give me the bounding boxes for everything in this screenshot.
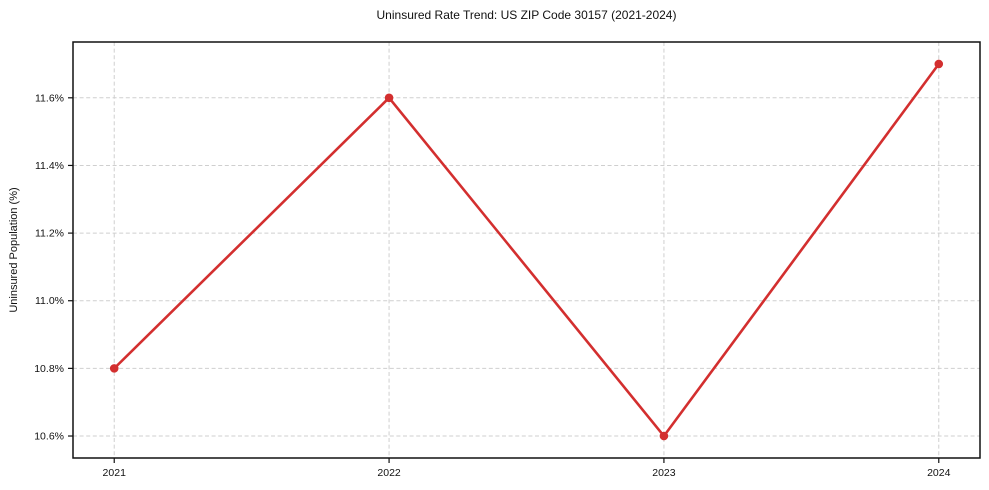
plot-border [72,41,981,459]
x-tick-label: 2021 [103,467,127,479]
data-point-2024 [934,59,944,69]
y-tick-label: 10.6% [34,431,64,443]
y-tick-label: 10.8% [34,363,64,375]
y-tick-label: 11.4% [35,160,64,172]
y-tick-label: 11.6% [35,92,64,104]
data-point-2023 [659,431,669,441]
chart-title: Uninsured Rate Trend: US ZIP Code 30157 … [376,8,677,22]
trend-line [112,62,941,438]
x-tick-label: 2024 [927,467,951,479]
data-point-2021 [109,364,119,373]
y-tick-label: 11.2% [35,228,64,240]
x-tick-label: 2023 [652,467,676,479]
y-tick-label: 11.0% [35,295,64,307]
data-point-2022 [384,93,394,103]
x-tick-label: 2022 [377,467,401,479]
